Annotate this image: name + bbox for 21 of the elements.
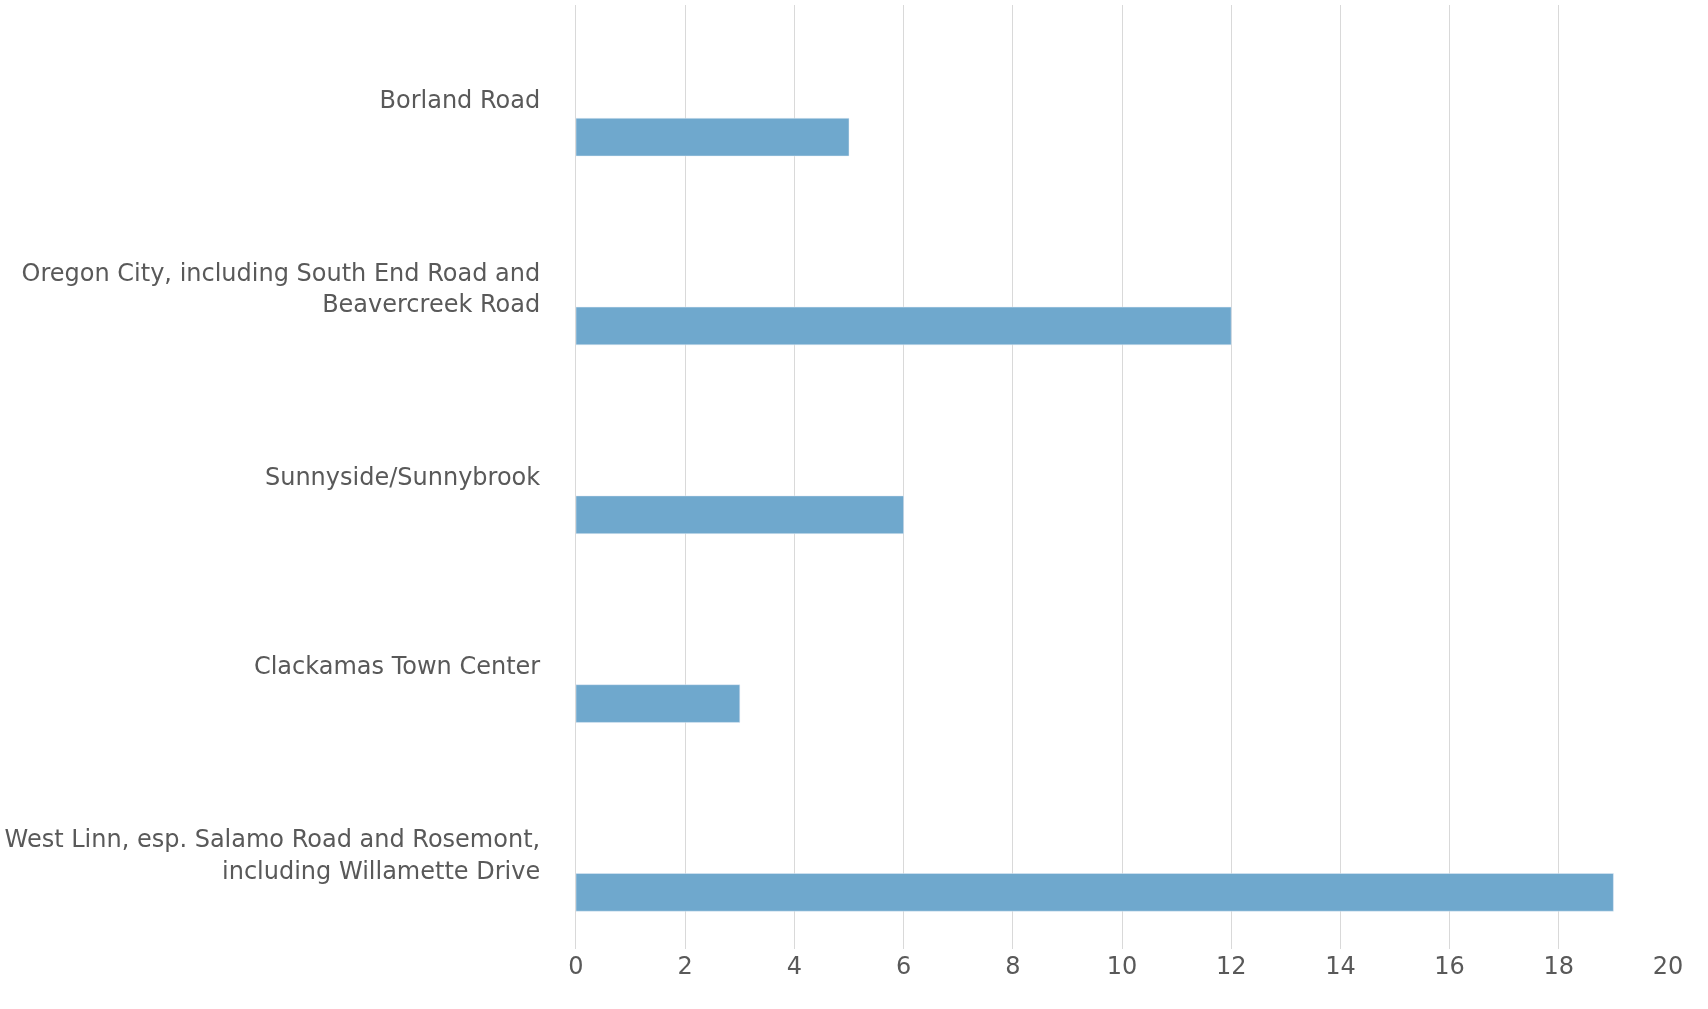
bar xyxy=(576,306,1232,346)
x-tick-label: 6 xyxy=(895,952,912,980)
y-tick-label: Sunnyside/Sunnybrook xyxy=(264,463,541,492)
x-tick-label: 20 xyxy=(1652,952,1684,980)
bar xyxy=(576,873,1614,912)
x-tick-label: 18 xyxy=(1543,952,1575,980)
x-tick-label: 4 xyxy=(786,952,803,980)
y-tick-label: West Linn, esp. Salamo Road and Rosemont, including Willamette Drive xyxy=(4,825,541,885)
x-tick-label: 12 xyxy=(1215,952,1247,980)
x-tick-label: 16 xyxy=(1434,952,1465,980)
x-tick-label: 0 xyxy=(568,952,584,980)
y-tick-label: Borland Road xyxy=(379,85,541,114)
y-tick-label: Clackamas Town Center xyxy=(253,652,541,681)
x-tick-label: 2 xyxy=(677,952,693,980)
bar xyxy=(576,684,741,723)
bar xyxy=(576,118,850,157)
x-tick-label: 10 xyxy=(1106,952,1138,980)
bar xyxy=(576,495,904,534)
x-tick-label: 8 xyxy=(1005,952,1021,980)
x-tick-label: 14 xyxy=(1325,952,1356,980)
y-tick-label: Oregon City, including South End Road and Beavercreek Road xyxy=(21,259,541,319)
